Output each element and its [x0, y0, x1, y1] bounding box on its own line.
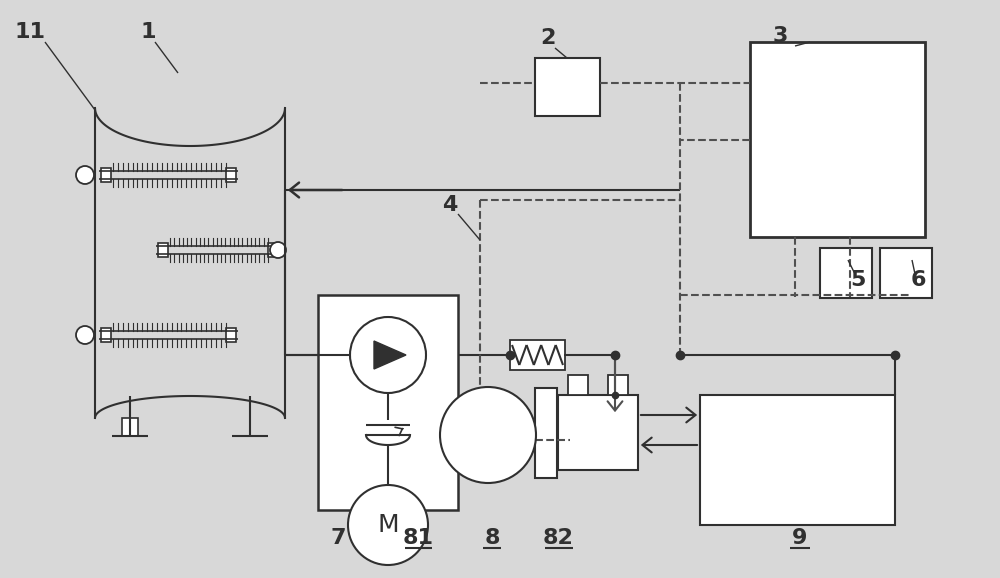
- Circle shape: [350, 317, 426, 393]
- Bar: [268, 243, 278, 257]
- Circle shape: [348, 485, 428, 565]
- Text: 9: 9: [792, 528, 808, 548]
- Bar: [880, 248, 932, 298]
- Bar: [820, 248, 872, 298]
- Bar: [558, 395, 638, 470]
- Text: M: M: [377, 513, 399, 537]
- Bar: [100, 168, 110, 182]
- Text: 11: 11: [14, 22, 46, 42]
- Text: 3: 3: [772, 26, 788, 46]
- Polygon shape: [374, 341, 406, 369]
- Bar: [158, 243, 168, 257]
- Bar: [535, 58, 600, 116]
- Bar: [226, 328, 236, 342]
- Bar: [100, 328, 110, 342]
- Text: 82: 82: [543, 528, 573, 548]
- Circle shape: [270, 242, 286, 258]
- Bar: [700, 395, 895, 525]
- Circle shape: [440, 387, 536, 483]
- Text: 4: 4: [442, 195, 458, 215]
- Text: 7: 7: [330, 528, 346, 548]
- Bar: [122, 418, 138, 436]
- Text: 5: 5: [850, 270, 866, 290]
- Text: 8: 8: [484, 528, 500, 548]
- Circle shape: [76, 326, 94, 344]
- Bar: [535, 388, 557, 478]
- Bar: [226, 168, 236, 182]
- Bar: [750, 42, 925, 237]
- Bar: [510, 340, 565, 370]
- Bar: [568, 375, 588, 395]
- Text: 2: 2: [540, 28, 556, 48]
- Bar: [608, 375, 628, 395]
- Text: 6: 6: [910, 270, 926, 290]
- Circle shape: [76, 166, 94, 184]
- Text: 1: 1: [140, 22, 156, 42]
- Bar: [318, 295, 458, 510]
- Text: 81: 81: [402, 528, 434, 548]
